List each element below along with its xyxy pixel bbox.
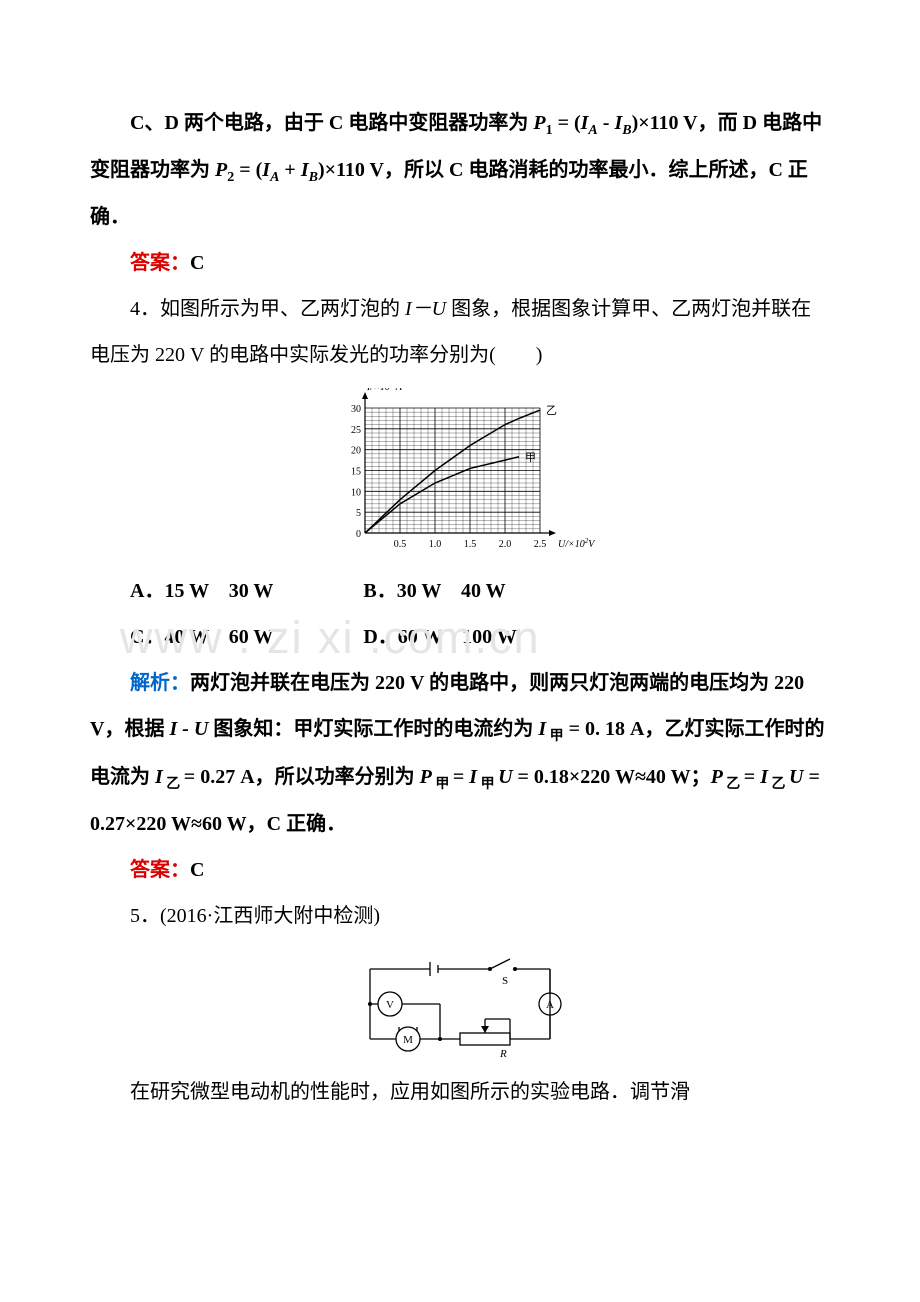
svg-text:30: 30 (351, 404, 361, 415)
ib-sub: B (622, 123, 631, 138)
chart-svg: 5 10 15 20 25 30 0 0.5 1.0 1.5 2.0 2.5 I/×10-2A U/×10… (310, 388, 610, 558)
svg-text:5: 5 (356, 509, 361, 520)
ex-iyi2: I (760, 766, 768, 788)
eq2a: = ( (234, 159, 262, 181)
answer-value-2: C (190, 859, 204, 881)
eq1b: )×110 V， (632, 112, 718, 134)
text-seg1: C、D 两个电路，由于 C 电路中变阻器功率为 (130, 112, 533, 134)
ex-jiasub: 甲 (546, 729, 564, 744)
p2: P (215, 159, 227, 181)
explanation-4: 解析：两灯泡并联在电压为 220 V 的电路中，则两只灯泡两端的电压均为 220… (90, 660, 830, 846)
circuit-svg: S A R M V (350, 954, 570, 1059)
answer-value-1: C (190, 252, 204, 274)
svg-text:2.5: 2.5 (534, 539, 547, 550)
q5-after: 在研究微型电动机的性能时，应用如图所示的实验电路．调节滑 (90, 1069, 830, 1115)
ex-seg2: 图象知：甲灯实际工作时的电流约为 (208, 718, 538, 740)
svg-text:R: R (499, 1048, 507, 1059)
ex-p-jia: P (420, 766, 432, 788)
svg-text:甲: 甲 (525, 452, 536, 464)
answer-label-2: 答案： (130, 859, 190, 881)
ib2-sub: B (309, 170, 318, 185)
answer-1: 答案：C (90, 240, 830, 286)
svg-text:1.5: 1.5 (464, 539, 477, 550)
ex-yisub2: 乙 (768, 777, 789, 792)
option-a: A．15 W 30 W (130, 568, 273, 614)
ex-u1: U (498, 766, 512, 788)
options-row-2: C．40 W 60 W D．60 W 100 W (90, 614, 830, 660)
ex-seg5: = (453, 766, 469, 788)
option-d: D．60 W 100 W (363, 614, 516, 660)
svg-text:0: 0 (356, 529, 361, 540)
svg-text:25: 25 (351, 425, 361, 436)
paragraph-1: C、D 两个电路，由于 C 电路中变阻器功率为 P1 = (IA - IB)×1… (90, 100, 830, 240)
p1: P (533, 112, 545, 134)
ex-u2: U (789, 766, 803, 788)
q4-iu: I－U (405, 298, 446, 320)
svg-text:S: S (502, 975, 508, 987)
ex-ijia2: I (469, 766, 477, 788)
p1-sub: 1 (546, 123, 553, 138)
svg-text:10: 10 (351, 488, 361, 499)
question-4: 4．如图所示为甲、乙两灯泡的 I－U 图象，根据图象计算甲、乙两灯泡并联在电压为… (90, 286, 830, 378)
ex-iyi: I (155, 766, 163, 788)
q4-prefix: 4．如图所示为甲、乙两灯泡的 (130, 298, 405, 320)
svg-text:V: V (386, 999, 394, 1011)
svg-text:I/×10-2A: I/×10-2A (366, 388, 403, 393)
ex-pjiasub: 甲 (432, 777, 453, 792)
svg-text:20: 20 (351, 446, 361, 457)
ex-yisub: 乙 (163, 777, 184, 792)
ex-iu: I - U (169, 718, 208, 740)
explain-label: 解析： (130, 672, 190, 694)
ex-jiasub2: 甲 (477, 777, 498, 792)
ex-ijia: I (538, 718, 546, 740)
svg-text:M: M (403, 1034, 413, 1046)
circuit-diagram: S A R M V (90, 954, 830, 1059)
option-b: B．30 W 40 W (363, 568, 505, 614)
ex-seg5c: = 0.18×220 W≈40 W； (513, 766, 711, 788)
answer-2: 答案：C (90, 847, 830, 893)
svg-text:1.0: 1.0 (429, 539, 442, 550)
q5-after-text: 在研究微型电动机的性能时，应用如图所示的实验电路．调节滑 (130, 1081, 690, 1103)
ia2: I (262, 159, 270, 181)
q5-prefix: 5．(2016·江西师大附中检测) (130, 905, 380, 927)
eq2b: )×110 V，所以 C 电路消耗的 (318, 159, 568, 181)
answer-label-1: 答案： (130, 252, 190, 274)
ex-pyisub: 乙 (723, 777, 744, 792)
question-5: 5．(2016·江西师大附中检测) (90, 893, 830, 939)
plus: + (279, 159, 300, 181)
svg-text:乙: 乙 (546, 404, 557, 417)
svg-text:15: 15 (351, 467, 361, 478)
iu-chart: 5 10 15 20 25 30 0 0.5 1.0 1.5 2.0 2.5 I/×10-2A U/×10… (90, 388, 830, 558)
svg-text:0.5: 0.5 (394, 539, 407, 550)
ex-p-yi: P (711, 766, 723, 788)
minus: - (598, 112, 615, 134)
svg-text:2.0: 2.0 (499, 539, 512, 550)
ex-seg4: = 0.27 A，所以功率分别为 (184, 766, 420, 788)
options-row-1: A．15 W 30 W B．30 W 40 W (90, 568, 830, 614)
ex-seg6: = (744, 766, 760, 788)
option-c: C．40 W 60 W (130, 614, 273, 660)
svg-text:U/×102V: U/×102V (558, 537, 596, 550)
svg-text:A: A (546, 999, 554, 1011)
ib2: I (301, 159, 309, 181)
eq1a: = ( (553, 112, 581, 134)
ia-sub: A (588, 123, 597, 138)
